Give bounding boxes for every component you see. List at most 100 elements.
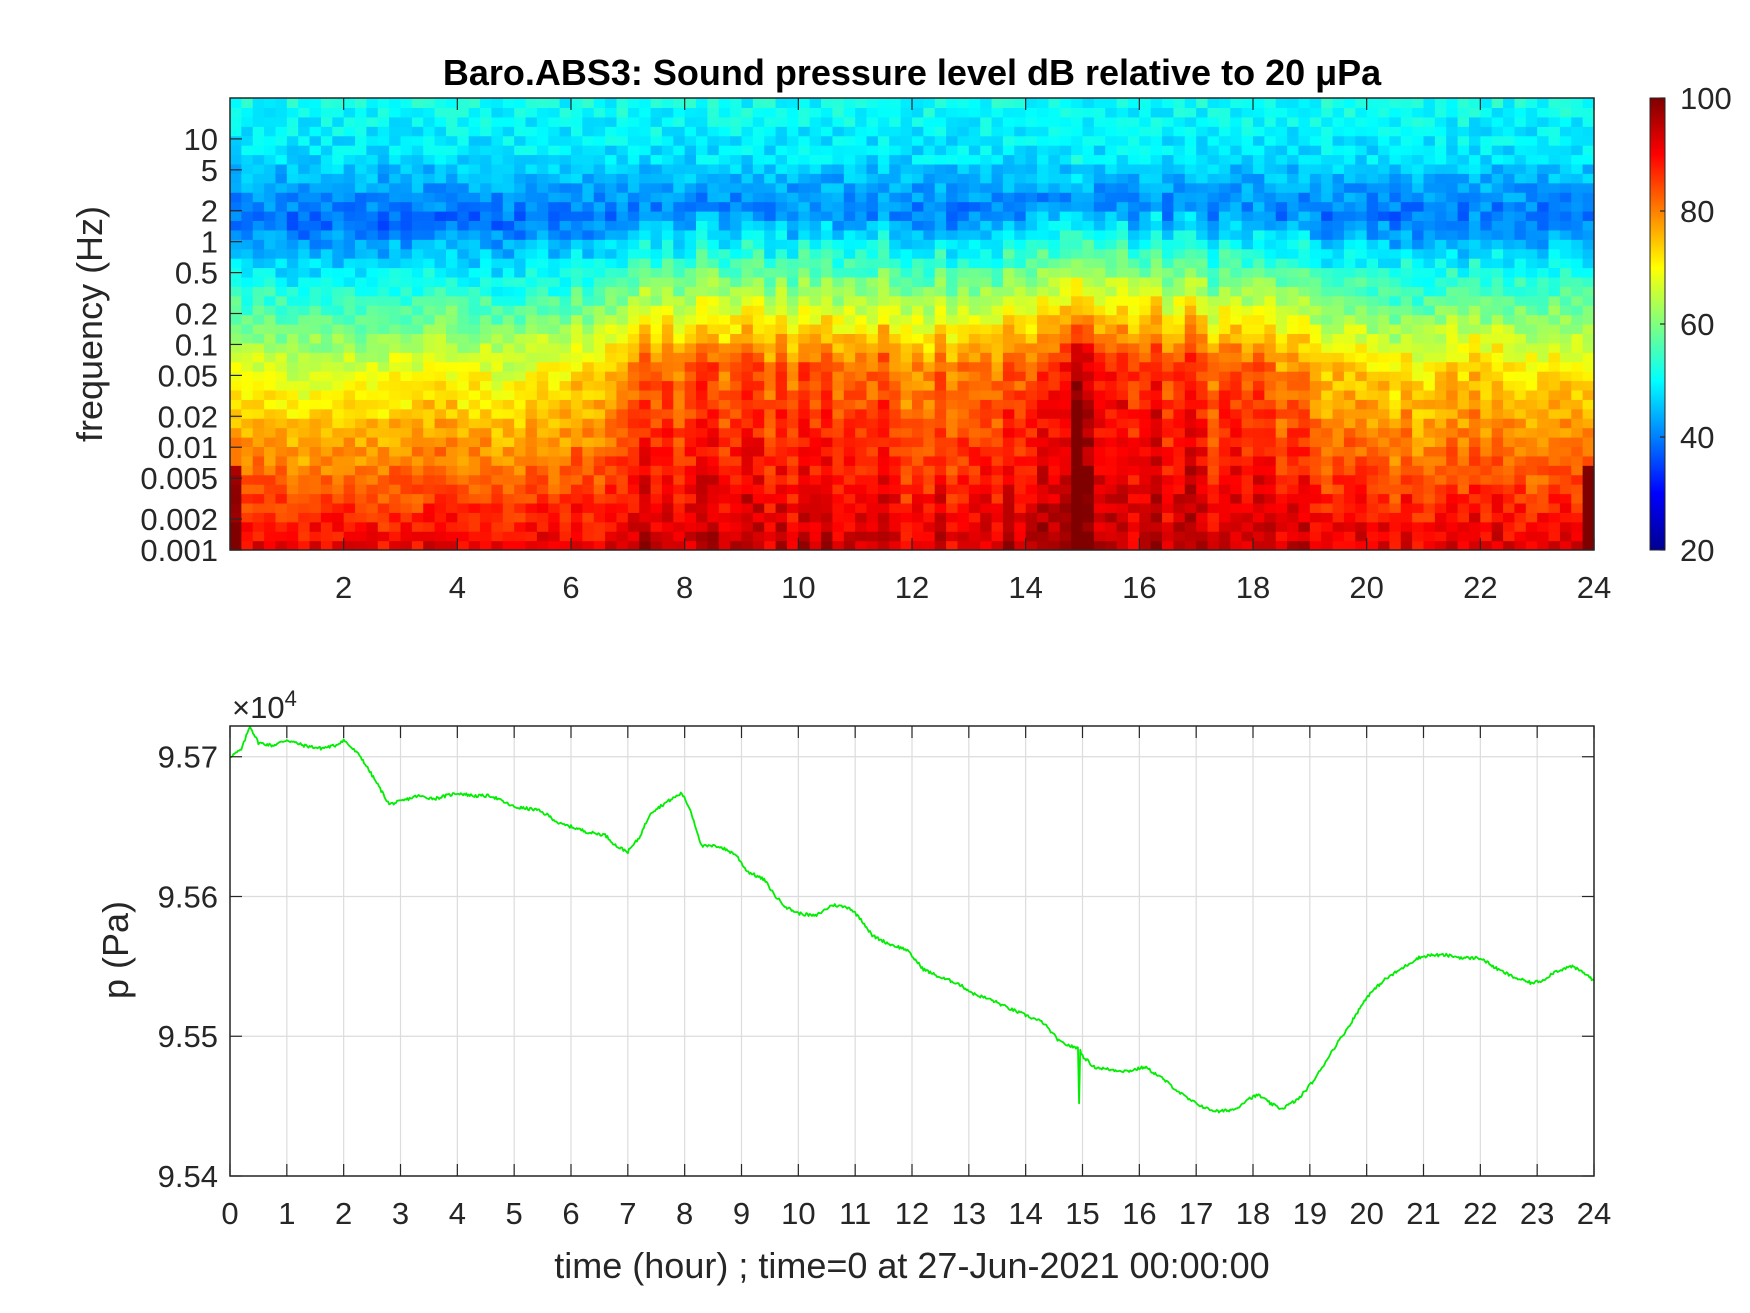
spectrogram-cell [1332, 455, 1345, 466]
spectrogram-cell [1207, 220, 1220, 231]
spectrogram-cell [821, 502, 834, 513]
spectrogram-cell [1309, 521, 1322, 532]
spectrogram-cell [991, 286, 1004, 297]
spectrogram-cell [912, 163, 924, 174]
spectrogram-cell [377, 173, 390, 184]
spectrogram-cell [468, 446, 481, 457]
spectrogram-cell [1059, 201, 1072, 212]
spectrogram-cell [491, 154, 504, 165]
spectrogram-cell [866, 512, 879, 523]
spectrogram-cell [1275, 371, 1288, 382]
spectrogram-cell [900, 437, 913, 448]
spectrogram-cell [684, 474, 697, 485]
spectrogram-cell [411, 248, 424, 259]
spectrogram-cell [1059, 455, 1072, 466]
spectrogram-cell [673, 135, 686, 146]
spectrogram-cell [764, 154, 777, 165]
spectrogram-cell [434, 342, 447, 353]
spectrogram-cell [434, 389, 447, 400]
spectrogram-cell [855, 211, 868, 222]
spectrogram-cell [1366, 258, 1379, 269]
spectrogram-cell [1378, 107, 1390, 118]
spectrogram-cell [320, 107, 333, 118]
spectrogram-cell [377, 521, 390, 532]
spectrogram-cell [548, 418, 561, 429]
spectrogram-cell [1173, 229, 1186, 240]
spectrogram-cell [548, 389, 561, 400]
spectrogram-cell [241, 267, 254, 278]
spectrogram-cell [730, 333, 743, 344]
spectrogram-cell [832, 295, 845, 306]
spectrogram-cell [491, 239, 504, 250]
spectrogram-cell [298, 98, 311, 109]
spectrogram-cell [661, 502, 674, 513]
spectrogram-cell [1230, 135, 1243, 146]
spectrogram-cell [798, 258, 811, 269]
spectrogram-cell [286, 258, 299, 269]
spectrogram-cell [445, 455, 458, 466]
spectrogram-cell [1082, 182, 1095, 193]
spectrogram-cell [525, 145, 538, 156]
spectrogram-cell [1287, 371, 1300, 382]
spectrogram-cell [980, 352, 993, 363]
spectrogram-cell [1332, 220, 1345, 231]
spectrogram-cell [468, 484, 481, 495]
spectrogram-cell [593, 408, 606, 419]
spectrogram-cell [343, 126, 356, 137]
spectrogram-cell [1355, 484, 1368, 495]
spectrogram-cell [1298, 126, 1311, 137]
spectrogram-cell [1389, 286, 1402, 297]
spectrogram-cell [525, 201, 538, 212]
spectrogram-cell [582, 324, 595, 335]
spectrogram-cell [434, 380, 447, 391]
spectrogram-cell [730, 248, 743, 259]
spectrogram-cell [752, 163, 765, 174]
spectrogram-cell [1343, 342, 1356, 353]
spectrogram-cell [1139, 201, 1152, 212]
spectrogram-cell [536, 493, 549, 504]
spectrogram-cell [298, 135, 311, 146]
spectrogram-cell [775, 211, 788, 222]
spectrogram-cell [968, 333, 981, 344]
spectrogram-cell [718, 446, 731, 457]
spectrogram-cell [1275, 295, 1288, 306]
spectrogram-cell [355, 512, 367, 523]
spectrogram-cell [741, 540, 754, 550]
spectrogram-cell [582, 314, 595, 325]
spectrogram-cell [1218, 418, 1231, 429]
spectrogram-cell [548, 295, 561, 306]
spectrogram-cell [1105, 305, 1118, 316]
spectrogram-cell [230, 286, 242, 297]
spectrogram-cell [1321, 342, 1334, 353]
spectrogram-cell [1093, 446, 1106, 457]
spectrogram-cell [1105, 107, 1118, 118]
spectrogram-cell [286, 173, 299, 184]
spectrogram-cell [480, 333, 493, 344]
spectrogram-cell [343, 163, 356, 174]
spectrogram-cell [400, 98, 413, 109]
spectrogram-cell [1287, 135, 1300, 146]
spectrogram-cell [991, 295, 1004, 306]
spectrogram-cell [559, 314, 572, 325]
spectrogram-cell [377, 314, 390, 325]
spectrogram-cell [1366, 540, 1379, 550]
spectrogram-cell [923, 163, 936, 174]
spectrogram-cell [571, 286, 583, 297]
spectrogram-cell [809, 126, 822, 137]
spectrogram-cell [559, 98, 572, 109]
spectrogram-cell [809, 493, 822, 504]
spectrogram-cell [1218, 267, 1231, 278]
spectrogram-cell [1230, 192, 1243, 203]
spectrogram-cell [639, 389, 652, 400]
spectrogram-cell [1332, 399, 1345, 410]
spectrogram-cell [775, 418, 788, 429]
spectrogram-cell [923, 484, 936, 495]
spectrogram-cell [866, 399, 879, 410]
spectrogram-cell [661, 314, 674, 325]
spectrogram-cell [650, 399, 663, 410]
spectrogram-cell [809, 192, 822, 203]
spectrogram-cell [718, 352, 731, 363]
spectrogram-cell [605, 258, 618, 269]
spectrogram-cell [286, 276, 299, 287]
spectrogram-cell [1389, 211, 1402, 222]
